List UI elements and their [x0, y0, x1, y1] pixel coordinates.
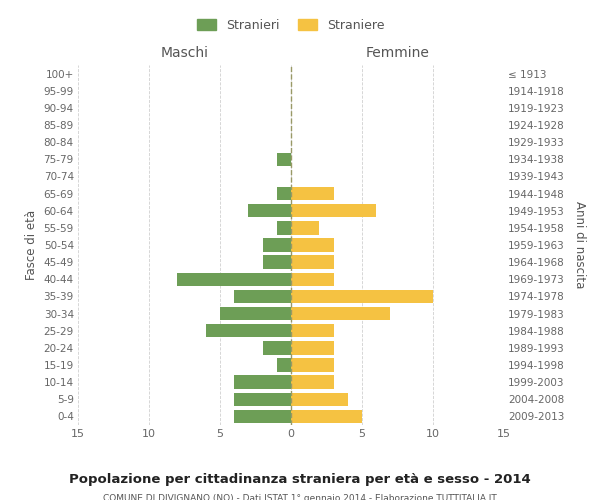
Bar [291, 307, 391, 320]
Bar [178, 272, 291, 286]
Bar [277, 152, 291, 166]
Bar [220, 307, 291, 320]
Bar [263, 238, 291, 252]
Bar [263, 256, 291, 269]
Bar [277, 187, 291, 200]
Bar [291, 256, 334, 269]
Text: Popolazione per cittadinanza straniera per età e sesso - 2014: Popolazione per cittadinanza straniera p… [69, 472, 531, 486]
Bar [291, 238, 334, 252]
Bar [234, 290, 291, 303]
Bar [291, 376, 334, 389]
Text: Maschi: Maschi [161, 46, 209, 60]
Text: Femmine: Femmine [365, 46, 430, 60]
Bar [291, 324, 334, 338]
Text: COMUNE DI DIVIGNANO (NO) - Dati ISTAT 1° gennaio 2014 - Elaborazione TUTTITALIA.: COMUNE DI DIVIGNANO (NO) - Dati ISTAT 1°… [103, 494, 497, 500]
Bar [263, 341, 291, 354]
Bar [234, 410, 291, 423]
Bar [277, 358, 291, 372]
Y-axis label: Anni di nascita: Anni di nascita [573, 202, 586, 288]
Bar [291, 410, 362, 423]
Legend: Stranieri, Straniere: Stranieri, Straniere [193, 14, 389, 36]
Bar [206, 324, 291, 338]
Bar [291, 358, 334, 372]
Bar [234, 392, 291, 406]
Bar [234, 376, 291, 389]
Bar [291, 204, 376, 218]
Bar [291, 392, 348, 406]
Bar [291, 341, 334, 354]
Bar [291, 221, 319, 234]
Y-axis label: Fasce di età: Fasce di età [25, 210, 38, 280]
Bar [248, 204, 291, 218]
Bar [291, 290, 433, 303]
Bar [291, 187, 334, 200]
Bar [277, 221, 291, 234]
Bar [291, 272, 334, 286]
